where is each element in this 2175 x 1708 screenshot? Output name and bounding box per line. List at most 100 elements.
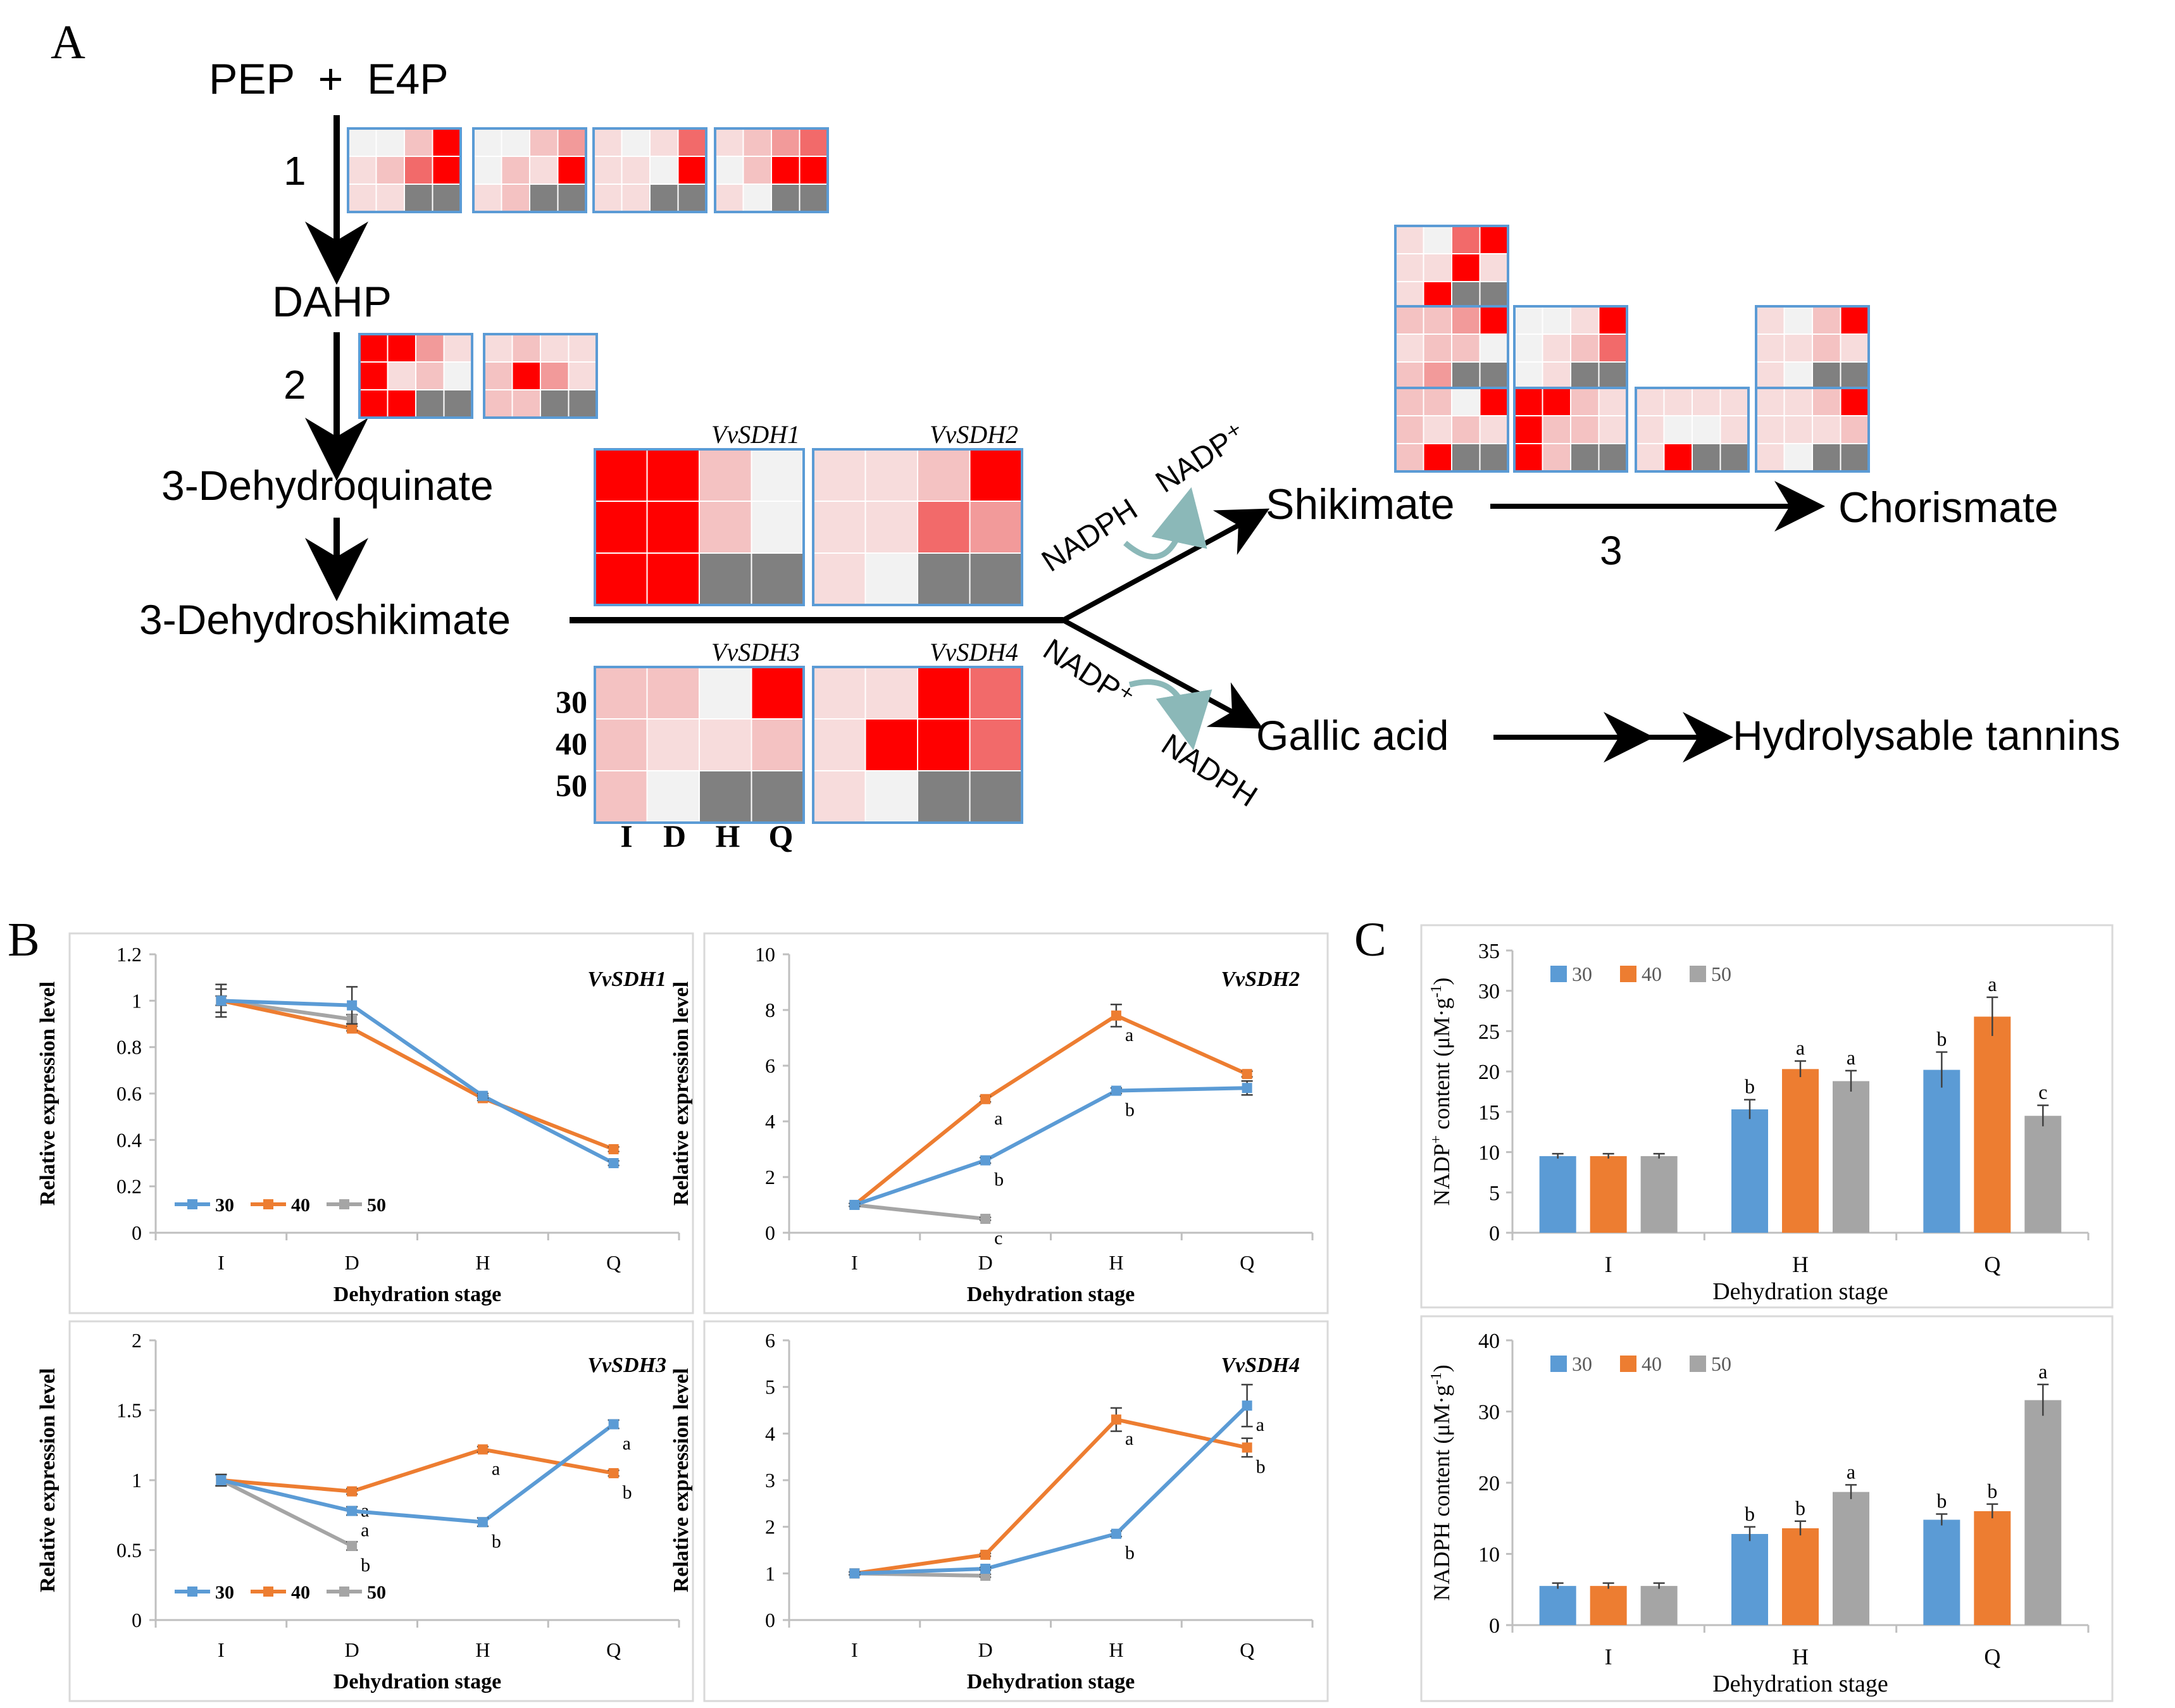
bar xyxy=(1640,1156,1678,1233)
step-label-1: 1 xyxy=(284,148,306,194)
legend-swatch xyxy=(1690,966,1706,982)
legend-marker xyxy=(263,1199,273,1209)
cofactor-nadph-upper: NADPH xyxy=(1036,492,1144,578)
heatmap-step1 xyxy=(472,127,587,213)
heatmap-cell xyxy=(771,184,801,213)
heatmap-cell xyxy=(557,184,587,213)
heatmap-cell xyxy=(1395,387,1424,416)
heatmap-cell xyxy=(969,552,1023,606)
arrow-to-shikimate xyxy=(1062,508,1270,623)
y-tick-label: 6 xyxy=(765,1329,775,1352)
heatmap-gene-label: VvSDH3 xyxy=(711,638,800,666)
y-tick-label: 1.2 xyxy=(116,943,142,966)
significance-letter: a xyxy=(994,1108,1002,1129)
heatmap-cell xyxy=(387,333,416,363)
heatmap-row-label: 50 xyxy=(556,768,587,803)
data-point xyxy=(1242,1442,1252,1453)
data-point xyxy=(608,1158,619,1168)
x-axis-label: Dehydration stage xyxy=(1712,1278,1888,1305)
y-tick-label: 0 xyxy=(1489,1222,1500,1245)
heatmap-cell xyxy=(646,501,700,554)
heatmap-cell xyxy=(751,770,804,823)
chart-title: VvSDH3 xyxy=(587,1354,666,1377)
heatmap-cell xyxy=(1395,225,1424,254)
step-label-3: 3 xyxy=(1600,528,1623,573)
bar xyxy=(1974,1511,2011,1625)
heatmap-border xyxy=(472,127,587,213)
heatmap-cell xyxy=(751,501,804,554)
heatmap-step2 xyxy=(483,333,598,419)
heatmap-gene-label: VvSDH1 xyxy=(711,420,800,449)
heatmap-cell xyxy=(404,156,433,185)
heatmap-cell xyxy=(1514,443,1543,472)
bar xyxy=(1731,1534,1768,1625)
significance-letter: b xyxy=(1745,1075,1755,1098)
y-axis-label: Relative expression level xyxy=(670,1368,693,1592)
heatmap-cell xyxy=(969,501,1023,554)
heatmap-cell xyxy=(1570,443,1600,472)
legend-label: 50 xyxy=(1711,963,1731,985)
heatmap-cell xyxy=(1423,443,1452,472)
series-line-40 xyxy=(220,999,614,1151)
chart-title: VvSDH1 xyxy=(587,968,666,991)
x-tick-label: D xyxy=(978,1251,993,1274)
legend-label: 50 xyxy=(367,1195,386,1216)
heatmap-cell xyxy=(969,770,1023,823)
y-tick-label: 25 xyxy=(1478,1020,1500,1044)
heatmap-col-label: D xyxy=(663,818,686,854)
y-tick-label: 0 xyxy=(765,1609,775,1631)
bar xyxy=(2024,1116,2062,1233)
significance-letter: a xyxy=(492,1458,500,1479)
heatmap-cell xyxy=(799,184,828,213)
x-tick-label: H xyxy=(1792,1252,1809,1277)
significance-letter: c xyxy=(2038,1081,2047,1104)
x-tick-label: I xyxy=(218,1251,225,1274)
heatmap-cell xyxy=(1479,225,1509,254)
y-tick-label: 0.2 xyxy=(116,1175,142,1198)
heatmap-cell xyxy=(699,449,752,502)
data-point xyxy=(216,1475,227,1485)
heatmap-cell xyxy=(1840,443,1869,472)
heatmap-cell xyxy=(751,449,804,502)
y-tick-label: 1 xyxy=(132,989,142,1012)
data-point xyxy=(1111,1085,1121,1096)
data-point xyxy=(347,1000,358,1011)
heatmap-cell xyxy=(1451,415,1481,444)
data-point xyxy=(216,995,227,1006)
heatmap-cell xyxy=(1783,387,1813,416)
heatmap-cell xyxy=(511,389,541,418)
heatmap-cell xyxy=(864,666,918,720)
heatmap-cell xyxy=(1692,415,1721,444)
heatmap-border xyxy=(1635,387,1750,473)
x-axis-label: Dehydration stage xyxy=(333,1283,501,1306)
y-axis-label: NADPH content (μM·g-1) xyxy=(1428,1364,1454,1600)
significance-letter: b xyxy=(1125,1100,1135,1121)
significance-letter: b xyxy=(492,1531,501,1552)
heatmaps-step1 xyxy=(347,127,829,213)
heatmap-cell xyxy=(813,552,866,606)
chart-frame xyxy=(1420,1315,2114,1702)
cofactor-curve-upper xyxy=(1123,487,1207,560)
heatmap-border xyxy=(347,127,462,213)
heatmap-cell xyxy=(1479,253,1509,282)
heatmap-cell xyxy=(1423,306,1452,335)
heatmap-cell xyxy=(347,128,377,157)
heatmap-cell xyxy=(677,156,707,185)
significance-letter: a xyxy=(1125,1428,1133,1449)
heatmap-cell xyxy=(917,718,971,771)
heatmap-cell xyxy=(1542,306,1571,335)
heatmap-cell xyxy=(677,184,707,213)
heatmap-cell xyxy=(699,501,752,554)
step-label-2: 2 xyxy=(284,362,306,408)
heatmap-cell xyxy=(1479,415,1509,444)
heatmap-cell xyxy=(1570,333,1600,363)
heatmap-step3 xyxy=(1635,387,1750,473)
significance-letter: b xyxy=(1936,1028,1947,1050)
data-point xyxy=(980,1549,991,1560)
heatmap-cell xyxy=(1812,387,1842,416)
heatmap-vvsdh1 xyxy=(594,448,805,606)
heatmap-cell xyxy=(432,128,461,157)
heatmap-cell xyxy=(443,361,473,390)
heatmap-cell xyxy=(375,184,405,213)
